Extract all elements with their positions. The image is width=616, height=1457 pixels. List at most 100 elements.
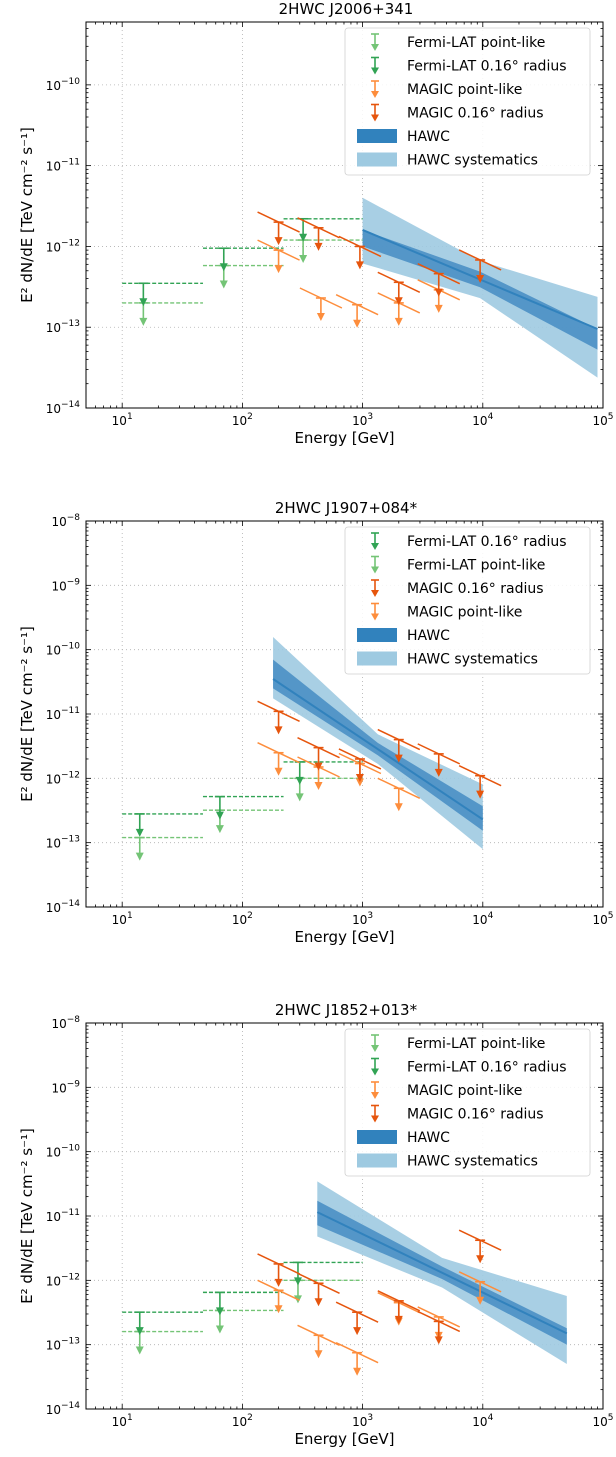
magic-radius-limit [433, 753, 444, 777]
legend-label: MAGIC 0.16° radius [407, 1107, 544, 1123]
y-tick-label: 10−12 [46, 770, 80, 786]
magic-point-limit [393, 787, 404, 812]
magic-point-limit [273, 751, 284, 776]
magic-radius-limit [433, 272, 444, 297]
legend-label: MAGIC 0.16° radius [407, 106, 544, 122]
chart-title: 2HWC J2006+341 [279, 0, 414, 18]
y-tick-label: 10−12 [46, 1272, 80, 1288]
legend-label: Fermi-LAT point-like [407, 35, 545, 51]
y-tick-label: 10−9 [51, 1079, 80, 1095]
y-tick-label: 10−8 [51, 513, 80, 529]
y-axis-label: E² dN/dE [TeV cm⁻² s⁻¹] [18, 626, 36, 802]
magic-radius-limit [393, 738, 404, 763]
magic-radius-limit [273, 221, 284, 246]
hawc-systematics-band [362, 197, 598, 378]
data-layer [122, 636, 502, 861]
magic-radius-limit [313, 1282, 324, 1307]
y-tick-label: 10−11 [46, 1208, 80, 1224]
legend-item: MAGIC 0.16° radius [371, 1104, 544, 1123]
y-tick-label: 10−10 [46, 77, 81, 93]
y-tick-label: 10−11 [46, 158, 80, 174]
legend: Fermi-LAT point-like Fermi-LAT 0.16° radi… [344, 1028, 591, 1177]
y-tick-label: 10−11 [46, 706, 80, 722]
ticks [85, 520, 604, 908]
x-axis-label: Energy [GeV] [294, 928, 394, 946]
y-tick-label: 10−14 [46, 1401, 81, 1417]
x-tick-label: 105 [592, 412, 613, 428]
x-tick-label: 103 [352, 412, 373, 428]
legend-label: HAWC [407, 628, 450, 644]
fermi-point-limit [138, 302, 149, 326]
magic-radius-limit [433, 1320, 444, 1345]
y-tick-label: 10−9 [51, 577, 80, 593]
x-tick-label: 105 [592, 1413, 613, 1429]
magic-point-limit [273, 1289, 284, 1314]
panel-j1852: 2HWC J1852+013* 101 102 103 104 105 10−14 10−1… [18, 1001, 614, 1448]
legend-item: Fermi-LAT 0.16° radius [371, 532, 567, 550]
magic-radius-limit [354, 758, 365, 782]
legend-swatch [357, 628, 397, 642]
legend-item: Fermi-LAT 0.16° radius [371, 1057, 567, 1076]
legend-item: MAGIC point-like [371, 80, 522, 98]
magic-radius-limit [313, 227, 324, 251]
legend-item: Fermi-LAT point-like [371, 555, 545, 574]
magic-point-limit [273, 249, 284, 274]
magic-point-limit [352, 1351, 363, 1376]
y-tick-label: 10−14 [46, 899, 81, 915]
legend-label: HAWC systematics [407, 153, 538, 169]
panel-j1907: 2HWC J1907+084* 101 102 103 104 105 10−14 10−1… [18, 499, 614, 946]
fermi-radius-limit [134, 813, 145, 837]
x-tick-label: 101 [112, 911, 133, 927]
legend-item: MAGIC point-like [371, 1081, 522, 1099]
magic-radius-limit [475, 1239, 486, 1264]
legend-box [344, 526, 591, 675]
y-tick-label: 10−10 [46, 1144, 81, 1160]
legend-label: HAWC systematics [407, 1154, 538, 1170]
x-tick-label: 103 [352, 911, 373, 927]
y-axis-label: E² dN/dE [TeV cm⁻² s⁻¹] [18, 1128, 36, 1304]
legend-item: MAGIC point-like [371, 602, 522, 621]
magic-radius-limit [273, 710, 284, 735]
legend-arrow-icon [371, 103, 379, 122]
axes-frame [85, 21, 604, 409]
legend-arrow-icon [371, 1104, 379, 1123]
legend-item: Fermi-LAT point-like [371, 33, 545, 51]
legend-label: Fermi-LAT 0.16° radius [407, 59, 567, 75]
x-tick-label: 101 [112, 1413, 133, 1429]
legend-arrow-icon [371, 555, 379, 574]
legend-swatch [357, 152, 397, 167]
x-tick-label: 105 [592, 911, 613, 927]
legend-swatch [357, 1153, 397, 1168]
legend-item: Fermi-LAT point-like [371, 1034, 545, 1052]
legend-swatch [357, 1130, 397, 1144]
magic-radius-limit [393, 281, 404, 306]
x-tick-label: 102 [232, 911, 253, 927]
legend-arrow-icon [371, 1034, 379, 1052]
magic-point-limit [315, 297, 326, 321]
magic-radius-limit [354, 245, 365, 270]
hawc-line [316, 1211, 568, 1335]
magic-point-limit [313, 1334, 324, 1359]
legend-item: MAGIC 0.16° radius [371, 103, 544, 122]
x-tick-label: 102 [232, 1413, 253, 1429]
fermi-radius-limit [138, 282, 149, 307]
legend-item: MAGIC 0.16° radius [371, 579, 544, 597]
y-tick-label: 10−8 [51, 1015, 80, 1031]
legend-item: HAWC [357, 129, 450, 145]
hawc-band [362, 229, 598, 350]
y-tick-label: 10−13 [46, 1337, 80, 1353]
y-tick-label: 10−10 [46, 642, 81, 658]
ticks [85, 1022, 604, 1410]
legend-label: HAWC [407, 1130, 450, 1146]
hawc-line [272, 678, 484, 821]
legend-arrow-icon [371, 80, 379, 98]
magic-point-limit [393, 302, 404, 326]
magic-radius-limit [393, 1300, 404, 1324]
legend-item: HAWC systematics [357, 651, 538, 668]
data-layer [122, 1181, 568, 1376]
panel-j2006: 2HWC J2006+341 101 102 103 104 105 10−14 10−13… [18, 0, 614, 447]
y-axis-label: E² dN/dE [TeV cm⁻² s⁻¹] [18, 127, 36, 303]
fermi-radius-limit [214, 1291, 225, 1316]
magic-radius-limit [273, 1263, 284, 1287]
magic-radius-limit [475, 259, 486, 283]
